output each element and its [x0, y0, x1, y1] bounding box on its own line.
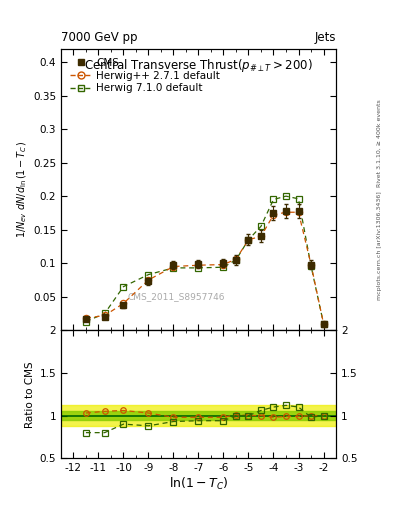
- Text: Rivet 3.1.10, ≥ 400k events: Rivet 3.1.10, ≥ 400k events: [377, 99, 382, 187]
- Text: 7000 GeV pp: 7000 GeV pp: [61, 31, 138, 44]
- Herwig++ 2.7.1 default: [84, 315, 88, 321]
- Line: Herwig++ 2.7.1 default: Herwig++ 2.7.1 default: [86, 212, 323, 324]
- Herwig++ 2.7.1 default: [196, 262, 201, 268]
- Herwig 7.1.0 default: [296, 196, 301, 202]
- Herwig++ 2.7.1 default: [221, 262, 226, 268]
- Herwig 7.1.0 default: [233, 257, 238, 263]
- Herwig 7.1.0 default: [221, 264, 226, 270]
- Herwig 7.1.0 default: [102, 310, 107, 316]
- Herwig 7.1.0 default: [146, 271, 151, 278]
- Text: mcplots.cern.ch [arXiv:1306.3436]: mcplots.cern.ch [arXiv:1306.3436]: [377, 191, 382, 300]
- Herwig 7.1.0 default: [321, 321, 326, 327]
- Herwig 7.1.0 default: [196, 265, 201, 271]
- Herwig++ 2.7.1 default: [102, 312, 107, 318]
- Herwig 7.1.0 default: [246, 237, 251, 243]
- Herwig++ 2.7.1 default: [271, 212, 276, 218]
- Herwig 7.1.0 default: [171, 265, 176, 271]
- Herwig 7.1.0 default: [259, 223, 263, 229]
- Herwig++ 2.7.1 default: [121, 301, 126, 307]
- Bar: [61, 411, 336, 420]
- Y-axis label: Ratio to CMS: Ratio to CMS: [25, 361, 35, 428]
- Herwig++ 2.7.1 default: [233, 256, 238, 262]
- X-axis label: $\ln(1-T_C)$: $\ln(1-T_C)$: [169, 476, 228, 492]
- Bar: [61, 406, 336, 426]
- Y-axis label: $1/N_{ev}$ $dN/d_{\ln}(1-T_C)$: $1/N_{ev}$ $dN/d_{\ln}(1-T_C)$: [15, 141, 29, 238]
- Herwig++ 2.7.1 default: [296, 209, 301, 216]
- Text: Jets: Jets: [314, 31, 336, 44]
- Herwig 7.1.0 default: [84, 318, 88, 325]
- Herwig++ 2.7.1 default: [321, 321, 326, 327]
- Legend: CMS, Herwig++ 2.7.1 default, Herwig 7.1.0 default: CMS, Herwig++ 2.7.1 default, Herwig 7.1.…: [66, 54, 224, 97]
- Herwig 7.1.0 default: [121, 284, 126, 290]
- Herwig 7.1.0 default: [284, 193, 288, 199]
- Text: Central Transverse Thrust$(p_{\#\perp T} > 200)$: Central Transverse Thrust$(p_{\#\perp T}…: [84, 57, 313, 74]
- Herwig 7.1.0 default: [271, 197, 276, 203]
- Herwig++ 2.7.1 default: [246, 237, 251, 243]
- Herwig++ 2.7.1 default: [146, 277, 151, 283]
- Herwig++ 2.7.1 default: [259, 233, 263, 240]
- Line: Herwig 7.1.0 default: Herwig 7.1.0 default: [86, 196, 323, 324]
- Herwig 7.1.0 default: [309, 263, 313, 269]
- Herwig++ 2.7.1 default: [284, 209, 288, 216]
- Herwig++ 2.7.1 default: [309, 262, 313, 268]
- Text: CMS_2011_S8957746: CMS_2011_S8957746: [128, 292, 225, 301]
- Herwig++ 2.7.1 default: [171, 264, 176, 270]
